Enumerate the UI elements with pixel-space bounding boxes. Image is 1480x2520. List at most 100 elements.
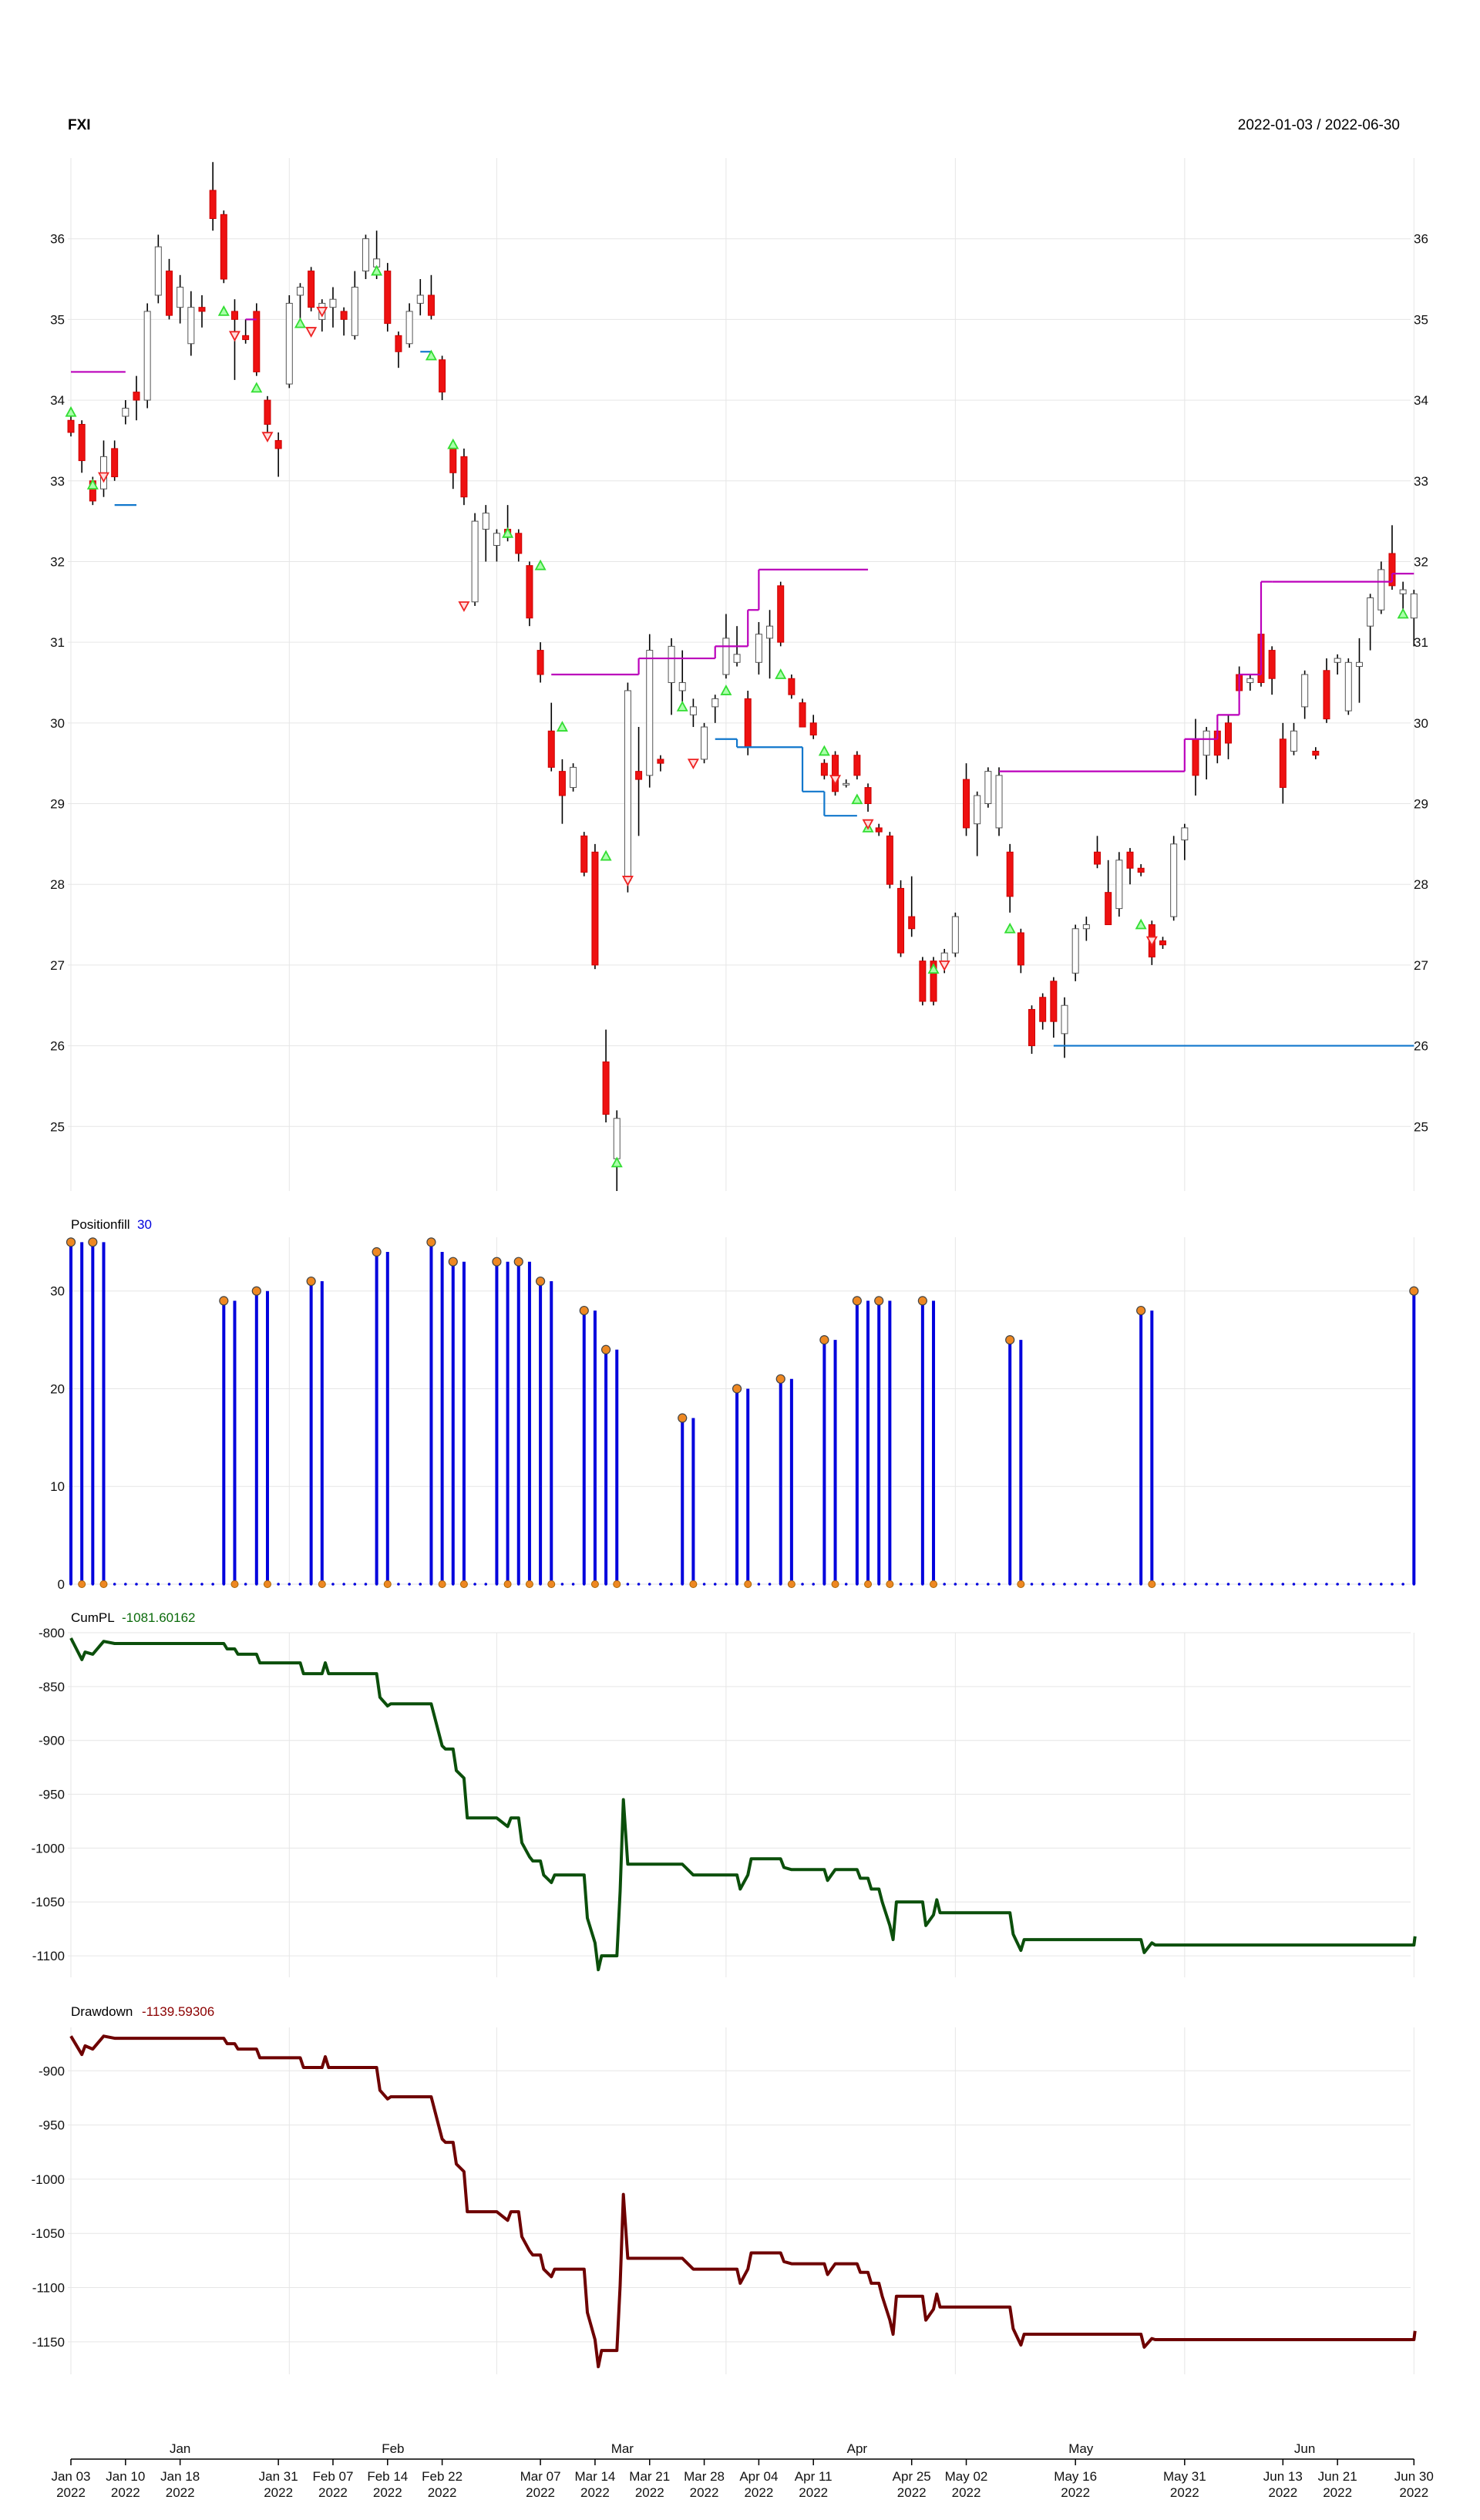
zero-baseline-dot — [156, 1583, 160, 1586]
x-tick-date: Jan 18 — [160, 2469, 200, 2484]
candle-up — [143, 311, 151, 401]
candle-down — [1017, 932, 1024, 966]
exit-marker — [438, 1580, 446, 1588]
candle-up — [951, 916, 959, 954]
y-tick-label: 34 — [50, 393, 65, 408]
y-tick-label: 31 — [50, 635, 65, 650]
x-month-label: Jan — [170, 2441, 190, 2456]
zero-baseline-dot — [1063, 1583, 1066, 1586]
sell-signal-marker — [1145, 936, 1158, 947]
candle-up — [177, 287, 184, 308]
fill-marker — [579, 1305, 589, 1316]
zero-baseline-dot — [975, 1583, 979, 1586]
candle-down — [1137, 867, 1145, 873]
y-tick-label: 36 — [50, 232, 65, 247]
candle-up — [1071, 928, 1079, 974]
y-tick-label: 25 — [50, 1119, 65, 1134]
x-tick-year: 2022 — [56, 2485, 86, 2500]
fill-marker — [852, 1296, 862, 1306]
x-tick-year: 2022 — [799, 2485, 828, 2500]
exit-marker — [263, 1580, 271, 1588]
x-tick-year: 2022 — [744, 2485, 773, 2500]
x-tick-year: 2022 — [580, 2485, 610, 2500]
candle-up — [493, 533, 500, 546]
candle-down — [274, 439, 282, 449]
candle-up — [1202, 730, 1210, 756]
candle-up — [1399, 589, 1407, 594]
x-tick-date: Jan 10 — [106, 2469, 145, 2484]
zero-baseline-dot — [1281, 1583, 1285, 1586]
x-tick-date: Mar 21 — [629, 2469, 670, 2484]
candle-down — [1279, 739, 1287, 789]
zero-baseline-dot — [167, 1583, 171, 1586]
x-tick-year: 2022 — [166, 2485, 195, 2500]
x-tick-date: Feb 14 — [367, 2469, 408, 2484]
y-tick-label-right: 30 — [1414, 716, 1428, 731]
candle-up — [296, 287, 304, 296]
buy-signal-marker — [720, 685, 732, 695]
zero-baseline-dot — [1052, 1583, 1055, 1586]
y-tick-label-right: 35 — [1414, 312, 1428, 327]
candle-down — [526, 565, 533, 619]
x-tick-year: 2022 — [1170, 2485, 1199, 2500]
x-tick-year: 2022 — [1061, 2485, 1090, 2500]
candle-down — [460, 456, 468, 498]
candle-down — [1323, 670, 1330, 720]
zero-baseline-dot — [1194, 1583, 1197, 1586]
exit-marker — [318, 1580, 326, 1588]
zero-baseline-dot — [211, 1583, 214, 1586]
fill-marker — [88, 1237, 98, 1247]
buy-signal-marker — [86, 479, 99, 490]
zero-baseline-dot — [1085, 1583, 1088, 1586]
x-month-label: Jun — [1294, 2441, 1315, 2456]
fill-marker — [426, 1237, 436, 1247]
y-tick-label: -950 — [39, 1788, 65, 1802]
chart-date-range: 2022-01-03 / 2022-06-30 — [1238, 117, 1400, 133]
sell-signal-marker — [621, 876, 634, 887]
zero-baseline-dot — [200, 1583, 204, 1586]
fill-marker — [535, 1276, 546, 1287]
zero-baseline-dot — [298, 1583, 302, 1586]
candle-down — [536, 650, 544, 675]
zero-baseline-dot — [954, 1583, 957, 1586]
x-tick-date: May 02 — [945, 2469, 988, 2484]
candle-down — [744, 698, 752, 748]
buy-signal-marker — [818, 745, 830, 756]
x-tick-year: 2022 — [635, 2485, 664, 2500]
candle-up — [471, 520, 479, 603]
candle-down — [427, 294, 435, 316]
exit-marker — [459, 1580, 468, 1588]
x-month-label: May — [1068, 2441, 1094, 2456]
y-tick-label-right: 26 — [1414, 1039, 1428, 1054]
exit-marker — [525, 1580, 533, 1588]
zero-baseline-dot — [725, 1583, 728, 1586]
candle-up — [1355, 661, 1363, 668]
y-tick-label: -800 — [39, 1626, 65, 1640]
zero-baseline-dot — [1347, 1583, 1350, 1586]
zero-baseline-dot — [1095, 1583, 1099, 1586]
exit-marker — [78, 1580, 86, 1588]
candle-up — [678, 681, 686, 691]
candle-down — [308, 271, 315, 308]
candle-up — [1246, 678, 1254, 683]
candle-down — [111, 448, 119, 478]
x-month-label: Feb — [382, 2441, 404, 2456]
zero-baseline-dot — [408, 1583, 411, 1586]
y-tick-label-right: 31 — [1414, 635, 1428, 650]
buy-signal-marker — [775, 668, 787, 679]
x-tick-year: 2022 — [1399, 2485, 1428, 2500]
zero-baseline-dot — [288, 1583, 291, 1586]
zero-baseline-dot — [899, 1583, 903, 1586]
candle-up — [733, 654, 741, 663]
y-tick-label: -850 — [39, 1680, 65, 1694]
drawdown-title: Drawdown — [71, 2004, 133, 2019]
x-tick-date: Mar 07 — [520, 2469, 561, 2484]
chart-symbol: FXI — [68, 117, 91, 133]
y-tick-label: 28 — [50, 877, 65, 892]
candle-up — [646, 650, 654, 776]
candle-up — [1344, 661, 1352, 712]
zero-baseline-dot — [964, 1583, 968, 1586]
zero-baseline-dot — [626, 1583, 630, 1586]
sell-signal-marker — [316, 307, 328, 318]
